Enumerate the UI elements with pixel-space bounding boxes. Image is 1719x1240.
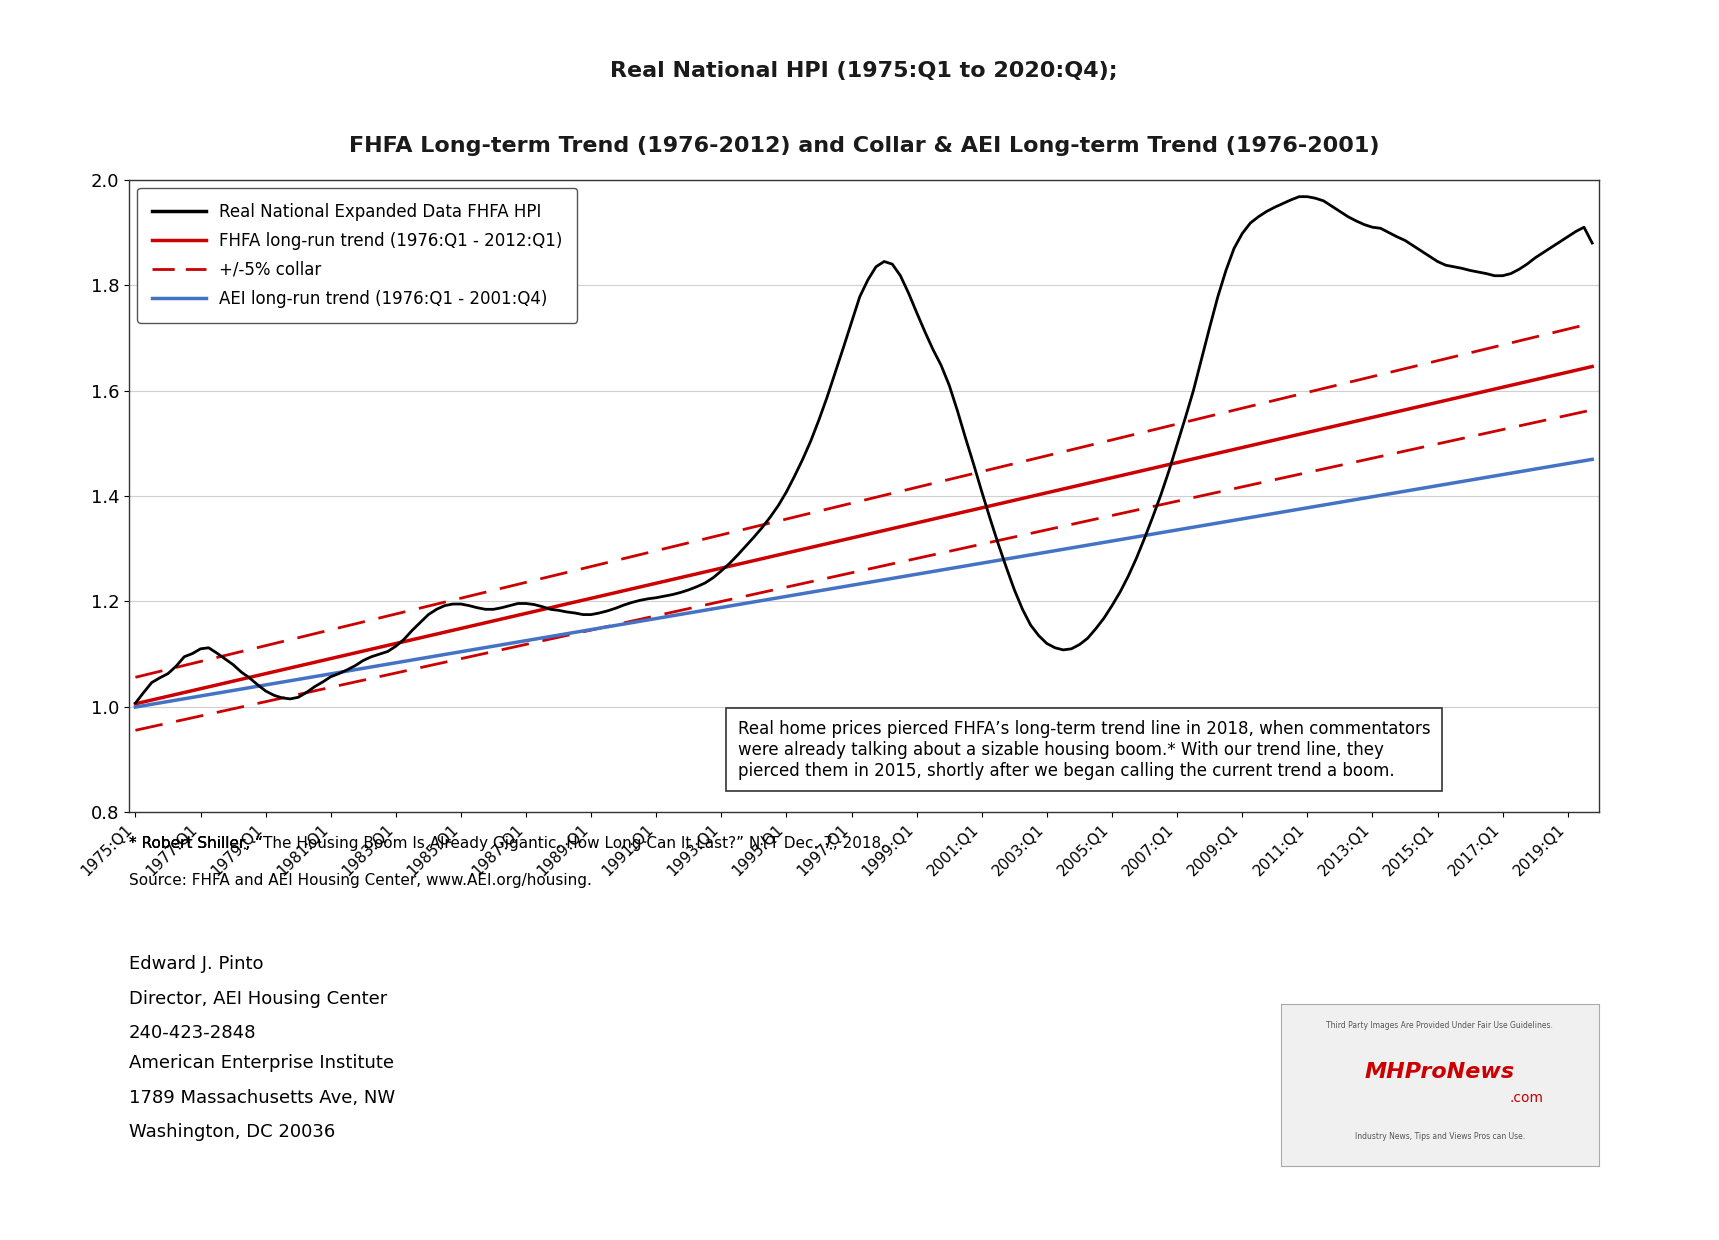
Text: Third Party Images Are Provided Under Fair Use Guidelines.: Third Party Images Are Provided Under Fa… <box>1327 1021 1552 1030</box>
Text: Industry News, Tips and Views Pros can Use.: Industry News, Tips and Views Pros can U… <box>1355 1132 1525 1141</box>
Legend: Real National Expanded Data FHFA HPI, FHFA long-run trend (1976:Q1 - 2012:Q1), +: Real National Expanded Data FHFA HPI, FH… <box>138 188 578 322</box>
Text: Edward J. Pinto: Edward J. Pinto <box>129 955 263 973</box>
Text: MHProNews: MHProNews <box>1365 1063 1514 1083</box>
Text: 240-423-2848: 240-423-2848 <box>129 1024 256 1043</box>
Text: Source: FHFA and AEI Housing Center, www.AEI.org/housing.: Source: FHFA and AEI Housing Center, www… <box>129 873 591 888</box>
Text: Real home prices pierced FHFA’s long-term trend line in 2018, when commentators
: Real home prices pierced FHFA’s long-ter… <box>737 720 1430 780</box>
Text: * Robert Shiller, “: * Robert Shiller, “ <box>129 836 263 851</box>
Text: Washington, DC 20036: Washington, DC 20036 <box>129 1123 335 1142</box>
Text: 3/29/2021: 3/29/2021 <box>1365 950 1480 970</box>
Text: Director, AEI Housing Center: Director, AEI Housing Center <box>129 990 387 1008</box>
Text: 1789 Massachusetts Ave, NW: 1789 Massachusetts Ave, NW <box>129 1089 395 1107</box>
Text: FHFA Long-term Trend (1976-2012) and Collar & AEI Long-term Trend (1976-2001): FHFA Long-term Trend (1976-2012) and Col… <box>349 135 1379 156</box>
Text: * Robert Shiller, “The Housing Boom Is Already Gigantic. How Long Can It Last?” : * Robert Shiller, “The Housing Boom Is A… <box>129 836 885 851</box>
Text: Real National HPI (1975:Q1 to 2020:Q4);: Real National HPI (1975:Q1 to 2020:Q4); <box>610 61 1117 82</box>
Text: * Robert Shiller, “: * Robert Shiller, “ <box>129 836 263 851</box>
Text: American Enterprise Institute: American Enterprise Institute <box>129 1054 394 1073</box>
Text: .com: .com <box>1509 1091 1544 1105</box>
